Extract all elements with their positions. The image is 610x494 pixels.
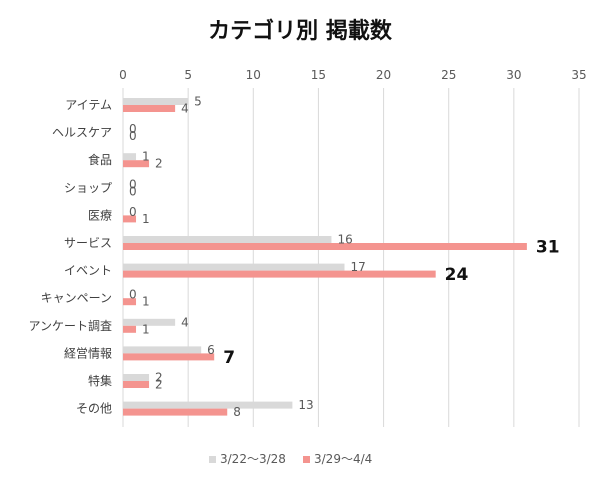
x-tick-label: 35 [571, 68, 586, 82]
x-tick-label: 25 [441, 68, 456, 82]
bar-series2 [123, 325, 137, 333]
y-category-label: イベント [64, 264, 112, 278]
y-category-label: アイテム [65, 98, 112, 112]
data-label: 0 [129, 177, 137, 191]
bar-series2 [123, 353, 215, 361]
bar-series1 [123, 236, 332, 243]
y-category-label: 食品 [88, 152, 112, 167]
data-label: 2 [155, 378, 163, 392]
data-label: 8 [233, 405, 241, 419]
bar-series1 [123, 374, 150, 381]
chart-title: カテゴリ別 掲載数 [208, 18, 393, 44]
y-axis-categories: アイテムヘルスケア食品ショップ医療サービスイベントキャンペーンアンケート調査経営… [28, 98, 112, 416]
bar-series2 [123, 298, 137, 306]
legend-swatch [209, 456, 216, 463]
x-tick-label: 5 [184, 68, 192, 82]
data-label-emphasized: 31 [536, 238, 560, 258]
y-category-label: 経営情報 [64, 346, 112, 360]
data-label: 1 [142, 212, 150, 226]
y-category-label: 特集 [88, 373, 112, 388]
bar-series1 [123, 346, 202, 354]
x-tick-label: 20 [376, 68, 391, 82]
y-category-label: ショップ [64, 181, 112, 195]
data-label-emphasized: 7 [223, 348, 235, 368]
data-label: 2 [155, 157, 163, 171]
legend-swatch [303, 456, 310, 463]
bar-series1 [123, 318, 176, 326]
y-category-label: アンケート調査 [28, 319, 112, 333]
data-label-emphasized: 24 [445, 265, 469, 285]
bar-series2 [123, 105, 176, 112]
grid [122, 88, 580, 427]
legend: 3/22〜3/28 3/29〜4/4 [209, 452, 372, 466]
data-label: 0 [129, 205, 137, 219]
y-category-label: ヘルスケア [52, 126, 112, 140]
x-axis-ticks: 0 5 10 15 20 25 30 35 [119, 68, 586, 82]
bar-series1 [123, 98, 189, 105]
bar-series2 [123, 160, 150, 168]
bars [123, 98, 527, 416]
bar-series1 [123, 153, 137, 161]
data-label: 1 [142, 322, 150, 336]
data-label: 6 [207, 343, 215, 357]
bar-series1 [123, 401, 293, 409]
bar-series2 [123, 408, 228, 416]
bar-series2 [123, 381, 150, 388]
data-label: 5 [194, 95, 202, 109]
data-label: 0 [129, 288, 137, 302]
y-category-label: サービス [64, 236, 112, 250]
x-tick-label: 30 [506, 68, 521, 82]
x-tick-label: 10 [246, 68, 261, 82]
data-label: 4 [181, 102, 189, 116]
data-label: 17 [350, 260, 365, 274]
data-label: 0 [129, 122, 137, 136]
data-label: 2 [155, 371, 163, 385]
y-category-label: キャンペーン [41, 291, 112, 305]
data-label: 1 [142, 295, 150, 309]
bar-series2 [123, 243, 527, 250]
data-label: 16 [337, 233, 352, 247]
y-category-label: その他 [76, 402, 112, 416]
legend-label: 3/29〜4/4 [314, 452, 372, 466]
data-label: 0 [129, 184, 137, 198]
data-label: 4 [181, 315, 189, 329]
bar-series1 [123, 263, 345, 271]
data-label: 0 [129, 129, 137, 143]
y-category-label: 医療 [88, 208, 112, 222]
legend-label: 3/22〜3/28 [220, 452, 286, 466]
bar-series2 [123, 215, 137, 223]
x-tick-label: 0 [119, 68, 127, 82]
data-label: 1 [142, 150, 150, 164]
data-label: 13 [298, 398, 313, 412]
bar-series2 [123, 270, 436, 278]
x-tick-label: 15 [311, 68, 326, 82]
